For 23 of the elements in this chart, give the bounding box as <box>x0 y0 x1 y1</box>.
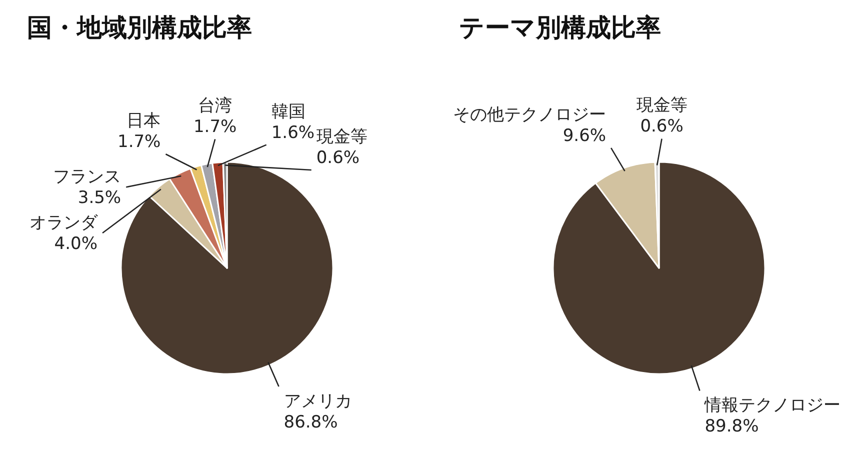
data-label: 4.0% <box>54 234 98 254</box>
data-label: 89.8% <box>704 416 759 437</box>
slice-label: 日本 <box>126 111 161 132</box>
data-label: 0.6% <box>640 116 684 137</box>
slice-label: 韓国 <box>271 102 306 122</box>
slice-label: アメリカ <box>284 392 352 412</box>
data-label: 1.6% <box>271 122 315 143</box>
slice-label: その他テクノロジー <box>453 104 606 125</box>
slice-label: 現金等 <box>316 126 368 147</box>
data-label: 1.7% <box>118 132 161 152</box>
pie-slice <box>552 161 766 375</box>
data-label: 3.5% <box>78 188 122 208</box>
chart-title: 国・地域別構成比率 <box>27 13 252 42</box>
slice-label: フランス <box>53 167 122 188</box>
slice-label: 台湾 <box>198 96 232 116</box>
slice-label: オランダ <box>30 212 99 233</box>
chart-title: テーマ別構成比率 <box>459 13 661 42</box>
data-label: 86.8% <box>284 412 338 432</box>
slice-label: 現金等 <box>636 96 688 116</box>
data-label: 0.6% <box>316 148 360 168</box>
data-label: 1.7% <box>193 117 237 138</box>
slice-label: 情報テクノロジー <box>704 396 841 416</box>
data-label: 9.6% <box>562 126 606 146</box>
